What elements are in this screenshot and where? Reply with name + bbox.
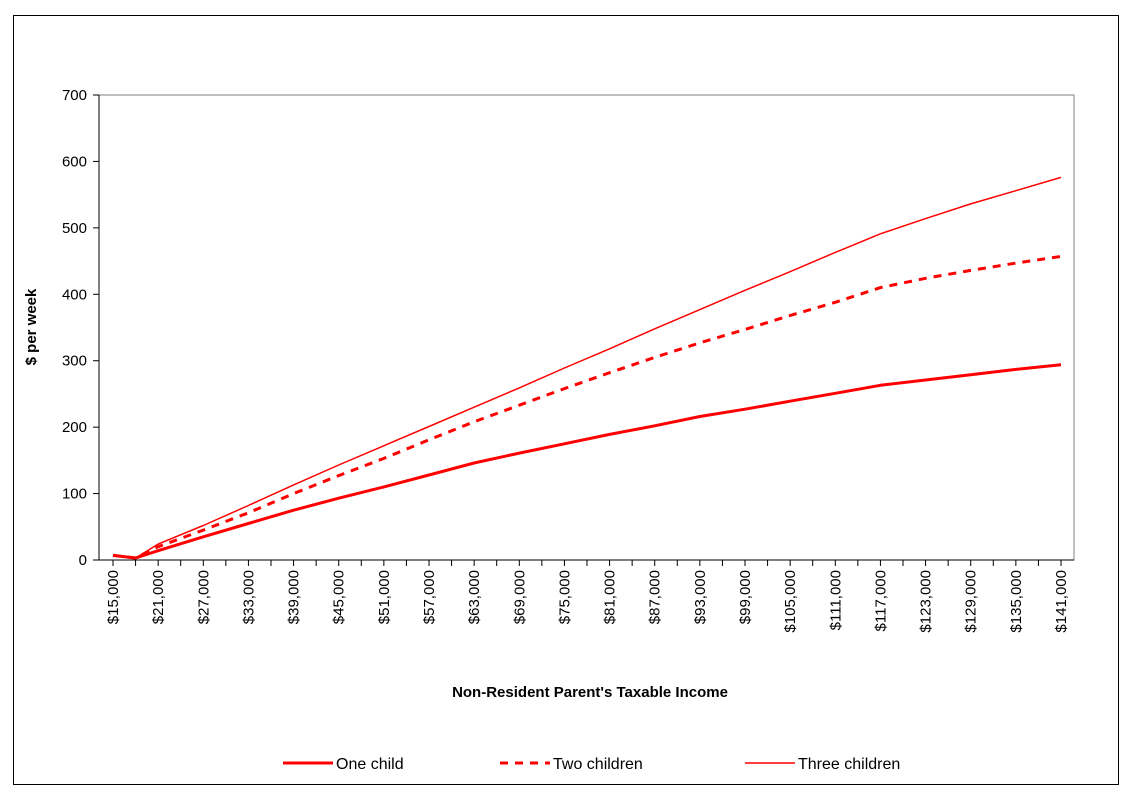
x-tick-label: $117,000	[872, 570, 889, 631]
plot-border	[98, 94, 1075, 561]
y-tick-label: 600	[62, 153, 87, 170]
chart-frame	[13, 15, 1119, 785]
y-tick-label: 500	[62, 220, 87, 237]
x-tick-label: $45,000	[331, 570, 348, 624]
y-tick-label: 100	[62, 486, 87, 503]
x-tick-label: $39,000	[286, 570, 303, 624]
legend: One child Two children Three children	[283, 756, 900, 773]
x-tick-label: $57,000	[421, 570, 438, 624]
y-tick-label: 700	[62, 87, 87, 104]
x-tick-label: $21,000	[150, 570, 167, 624]
y-axis: 0 100 200 300 400 500 600 700	[62, 87, 100, 569]
x-tick-label: $105,000	[782, 570, 799, 633]
x-tick-label: $93,000	[692, 570, 709, 624]
x-tick-label: $63,000	[466, 570, 483, 624]
y-tick-label: 200	[62, 419, 87, 436]
x-tick-label: $123,000	[918, 570, 935, 633]
x-tick-label: $129,000	[963, 570, 980, 633]
x-tick-label: $81,000	[602, 570, 619, 624]
x-tick-label: $33,000	[240, 570, 257, 624]
x-tick-label: $15,000	[105, 570, 122, 624]
legend-label-one-child: One child	[336, 756, 404, 773]
x-tick-label: $135,000	[1008, 570, 1025, 633]
legend-label-two-children: Two children	[553, 756, 643, 773]
legend-label-three-children: Three children	[798, 756, 900, 773]
x-tick-label: $51,000	[376, 570, 393, 624]
x-tick-label: $87,000	[647, 570, 664, 624]
series-line-three-children	[112, 176, 1062, 559]
y-tick-label: 0	[79, 552, 87, 569]
x-tick-label: $99,000	[737, 570, 754, 624]
x-tick-label: $69,000	[511, 570, 528, 624]
x-tick-label: $27,000	[195, 570, 212, 624]
series-line-two-children	[112, 254, 1062, 560]
x-tick-label: $75,000	[556, 570, 573, 624]
series-layer	[112, 176, 1062, 560]
y-axis-title: $ per week	[23, 288, 40, 365]
x-tick-label: $111,000	[827, 570, 844, 630]
x-axis-title: Non-Resident Parent's Taxable Income	[452, 684, 728, 701]
y-tick-label: 400	[62, 286, 87, 303]
plot-area	[98, 94, 1075, 561]
x-tick-label: $141,000	[1053, 570, 1070, 633]
x-axis: $15,000 $21,000 $27,000 $33,000 $39,000 $45,0…	[99, 559, 1074, 633]
y-tick-label: 300	[62, 353, 87, 370]
series-line-one-child	[112, 363, 1062, 560]
